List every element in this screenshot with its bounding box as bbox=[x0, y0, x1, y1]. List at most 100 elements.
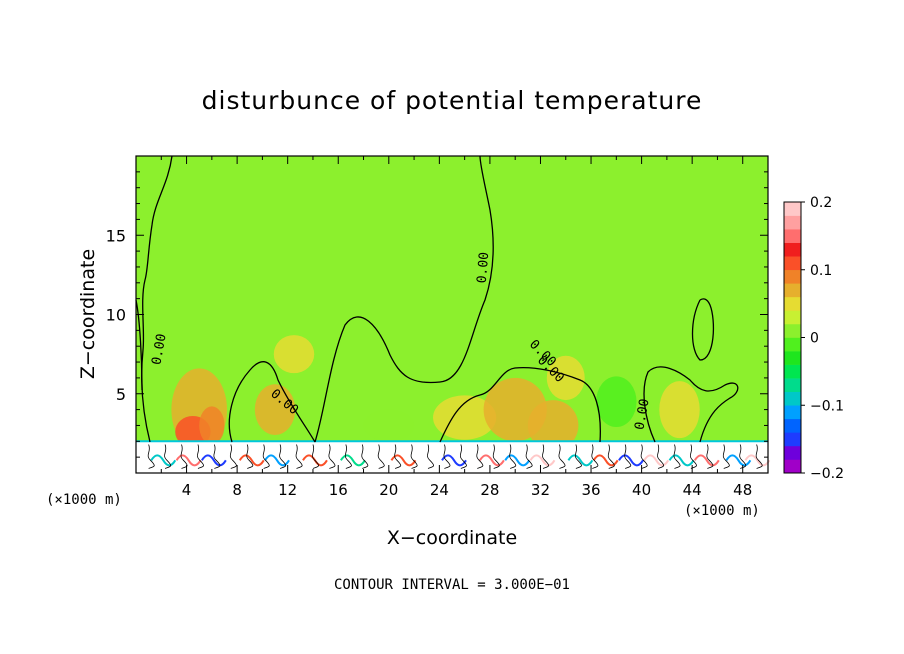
turbulence-contour bbox=[197, 444, 204, 469]
turbulence-contour bbox=[295, 444, 303, 469]
turbulence-contour bbox=[443, 444, 451, 469]
turbulence-contour bbox=[164, 444, 172, 469]
turbulence-contour bbox=[229, 444, 237, 469]
x-axis-label: X−coordinate bbox=[386, 527, 518, 549]
field-patch bbox=[199, 406, 225, 445]
contour-label: 0.00 bbox=[632, 398, 652, 431]
colorbar-tick-label: −0.1 bbox=[810, 398, 844, 414]
turbulence-stroke bbox=[567, 454, 594, 467]
turbulence-stroke bbox=[150, 454, 177, 467]
colorbar-swatch bbox=[784, 337, 801, 352]
turbulence-contour bbox=[525, 444, 533, 469]
turbulence-contour bbox=[706, 444, 714, 469]
colorbar-swatch bbox=[784, 256, 801, 271]
zero-contour-line bbox=[439, 366, 601, 443]
turbulence-contour bbox=[624, 444, 632, 469]
turbulence-contour bbox=[509, 444, 517, 469]
turbulence-stroke bbox=[618, 454, 644, 467]
turbulence-stroke bbox=[175, 454, 202, 467]
turbulence-stroke bbox=[744, 454, 771, 467]
contour-interval-note: CONTOUR INTERVAL = 3.000E−01 bbox=[333, 577, 570, 593]
turbulence-contour bbox=[657, 444, 665, 469]
y-tick-label: 10 bbox=[106, 306, 126, 325]
colorbar-swatch bbox=[784, 432, 801, 447]
turbulence-stroke bbox=[441, 454, 467, 467]
turbulence-contour bbox=[213, 444, 221, 469]
turbulence-contour bbox=[361, 444, 369, 469]
colorbar-swatch bbox=[784, 418, 801, 433]
turbulence-contour bbox=[328, 444, 336, 469]
turbulence-contour bbox=[459, 444, 467, 469]
x-tick-label: 44 bbox=[683, 481, 702, 499]
x-tick-label: 48 bbox=[733, 481, 752, 499]
colorbar-tick-label: 0.1 bbox=[810, 263, 832, 279]
colorbar-swatch bbox=[784, 229, 801, 243]
colorbar-swatch bbox=[784, 310, 801, 325]
x-tick-label: 32 bbox=[531, 481, 550, 499]
y-tick-label: 15 bbox=[106, 226, 126, 245]
x-tick-label: 4 bbox=[182, 481, 192, 499]
turbulence-contour bbox=[147, 444, 155, 469]
turbulence-contour bbox=[394, 444, 402, 469]
turbulence-contour bbox=[492, 444, 500, 469]
turbulence-contour bbox=[246, 444, 254, 469]
x-tick-label: 24 bbox=[430, 481, 449, 499]
colorbar-swatch bbox=[784, 459, 801, 474]
turbulence-stroke bbox=[668, 454, 695, 467]
colorbar-swatch bbox=[784, 405, 801, 420]
turbulence-stroke bbox=[479, 454, 505, 467]
field-patch bbox=[596, 376, 637, 428]
field-patch bbox=[273, 335, 315, 374]
colorbar-swatch bbox=[784, 391, 801, 406]
turbulence-stroke bbox=[693, 454, 720, 467]
turbulence-stroke bbox=[725, 454, 752, 467]
turbulence-contour bbox=[262, 444, 270, 469]
field-patch bbox=[527, 400, 579, 451]
x-tick-label: 28 bbox=[480, 481, 499, 499]
turbulence-contour bbox=[591, 444, 599, 469]
colorbar-swatch bbox=[784, 296, 801, 311]
turbulence-contour bbox=[476, 444, 484, 469]
turbulence-contour bbox=[344, 444, 352, 469]
y-tick-label: 5 bbox=[116, 385, 126, 404]
field-patch bbox=[433, 395, 497, 440]
turbulence-contour bbox=[410, 444, 418, 469]
colorbar-swatch bbox=[784, 215, 801, 230]
colorbar-swatch bbox=[784, 283, 801, 298]
colorbar-tick-label: 0.2 bbox=[810, 195, 832, 211]
colorbar-swatch bbox=[784, 378, 801, 392]
colorbar-swatch bbox=[784, 269, 801, 284]
turbulence-contour bbox=[558, 444, 566, 469]
x-tick-label: 36 bbox=[581, 481, 600, 499]
colorbar-swatch bbox=[784, 323, 801, 338]
y-axis-label: Z−coordinate bbox=[77, 248, 99, 380]
turbulence-stroke bbox=[238, 454, 265, 467]
turbulence-contour bbox=[739, 444, 747, 469]
colorbar-tick-label: 0 bbox=[810, 331, 819, 347]
turbulence-contour bbox=[640, 444, 648, 469]
turbulence-contour bbox=[722, 444, 730, 469]
x-tick-label: 12 bbox=[278, 481, 297, 499]
x-tick-label: 8 bbox=[232, 481, 242, 499]
contour-label: 0.00 bbox=[475, 251, 493, 284]
colorbar-swatch bbox=[784, 242, 801, 257]
colorbar-swatch bbox=[784, 364, 801, 379]
colorbar-tick-label: −0.2 bbox=[810, 466, 844, 482]
field-patch bbox=[659, 381, 700, 439]
turbulence-contour bbox=[377, 444, 385, 469]
zero-contour-line bbox=[643, 366, 739, 443]
turbulence-contour bbox=[574, 444, 582, 469]
x-unit-label-left: (×1000 m) bbox=[46, 492, 122, 508]
turbulence-contour bbox=[180, 444, 188, 469]
colorbar-swatch bbox=[784, 202, 801, 216]
turbulence-stroke bbox=[643, 454, 670, 467]
colorbar-swatch bbox=[784, 445, 801, 460]
turbulence-contour bbox=[755, 444, 763, 469]
turbulence-stroke bbox=[529, 454, 556, 467]
turbulence-stroke bbox=[340, 454, 366, 467]
zero-contour-line bbox=[691, 298, 715, 361]
contour-label: 0.00 bbox=[149, 333, 169, 366]
colorbar-swatch bbox=[784, 351, 801, 365]
turbulence-contour bbox=[312, 444, 319, 469]
field-patch bbox=[254, 384, 296, 435]
